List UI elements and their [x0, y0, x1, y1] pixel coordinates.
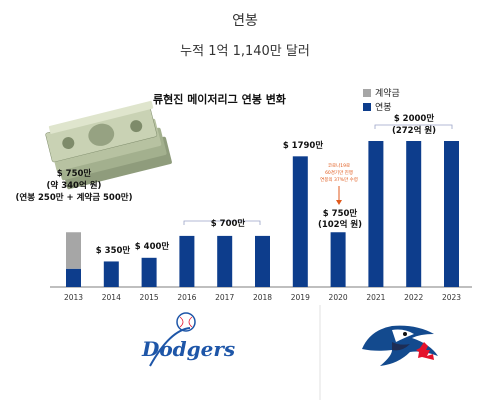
legend-label-contract-bonus: 계약금	[375, 87, 400, 99]
annotation-2000-line2: (272억 원)	[392, 125, 436, 136]
covid-arrow-head	[336, 200, 342, 205]
covid-note-line1: 코로나19로	[328, 162, 350, 169]
bar-2017-salary	[217, 235, 233, 287]
x-tick-2015: 2015	[140, 293, 159, 302]
x-tick-2014: 2014	[102, 293, 121, 302]
blue-jays-logo	[362, 325, 438, 366]
annotation-2000-line1: $ 2000만	[394, 113, 435, 124]
legend-label-salary: 연봉	[375, 102, 392, 113]
bars	[66, 141, 459, 287]
x-tick-labels: 2013 2014 2015 2016 2017 2018 2019 2020 2021 2022…	[64, 293, 461, 302]
bar-2022-salary	[406, 141, 422, 287]
bar-2014-salary	[103, 261, 119, 287]
x-tick-2017: 2017	[215, 293, 234, 302]
bar-2023-salary	[444, 141, 459, 287]
x-tick-2022: 2022	[404, 293, 423, 302]
annotation-2015: $ 400만	[135, 241, 170, 252]
bar-2020-salary	[330, 232, 346, 287]
bracket-700	[183, 220, 261, 225]
legend-swatch-contract-bonus	[363, 89, 371, 97]
annotation-2020-line2: (102억 원)	[318, 219, 362, 230]
x-tick-2016: 2016	[177, 293, 196, 302]
x-tick-2023: 2023	[442, 293, 461, 302]
bracket-2000	[374, 124, 453, 129]
bar-2013-bonus	[66, 232, 81, 269]
dodgers-wordmark: Dodgers	[141, 337, 235, 361]
annotation-2014: $ 350만	[96, 245, 131, 256]
page-subtitle: 누적 1억 1,140만 달러	[180, 44, 310, 59]
dodgers-logo: Dodgers	[141, 312, 235, 367]
bar-2019-salary	[292, 156, 308, 287]
bar-2013-salary	[66, 268, 81, 287]
annotation-2013-line3: (연봉 250만 + 계약금 500만)	[16, 192, 133, 203]
x-tick-2020: 2020	[329, 293, 348, 302]
bar-2018-salary	[255, 235, 270, 287]
annotation-2019: $ 1790만	[283, 140, 324, 151]
bar-2015-salary	[141, 257, 157, 287]
covid-note-line2: 60경기만 진행	[325, 169, 353, 176]
annotation-2020-line1: $ 750만	[323, 208, 358, 219]
legend: 계약금 연봉	[363, 87, 400, 113]
x-tick-2013: 2013	[64, 293, 83, 302]
bar-2021-salary	[368, 141, 384, 287]
annotation-700: $ 700만	[211, 218, 246, 229]
page-title: 연봉	[232, 13, 258, 29]
annotation-2013-line1: $ 750만	[57, 168, 92, 179]
annotation-2013-line2: (약 340억 원)	[47, 180, 102, 191]
bar-2016-salary	[179, 235, 195, 287]
x-tick-2019: 2019	[291, 293, 310, 302]
money-image	[45, 100, 172, 190]
covid-note-line3: 연봉의 37%만 수령	[320, 176, 358, 183]
legend-swatch-salary	[363, 103, 371, 111]
x-tick-2018: 2018	[253, 293, 272, 302]
chart-title: 류현진 메이저리그 연봉 변화	[153, 92, 286, 106]
x-tick-2021: 2021	[366, 293, 385, 302]
